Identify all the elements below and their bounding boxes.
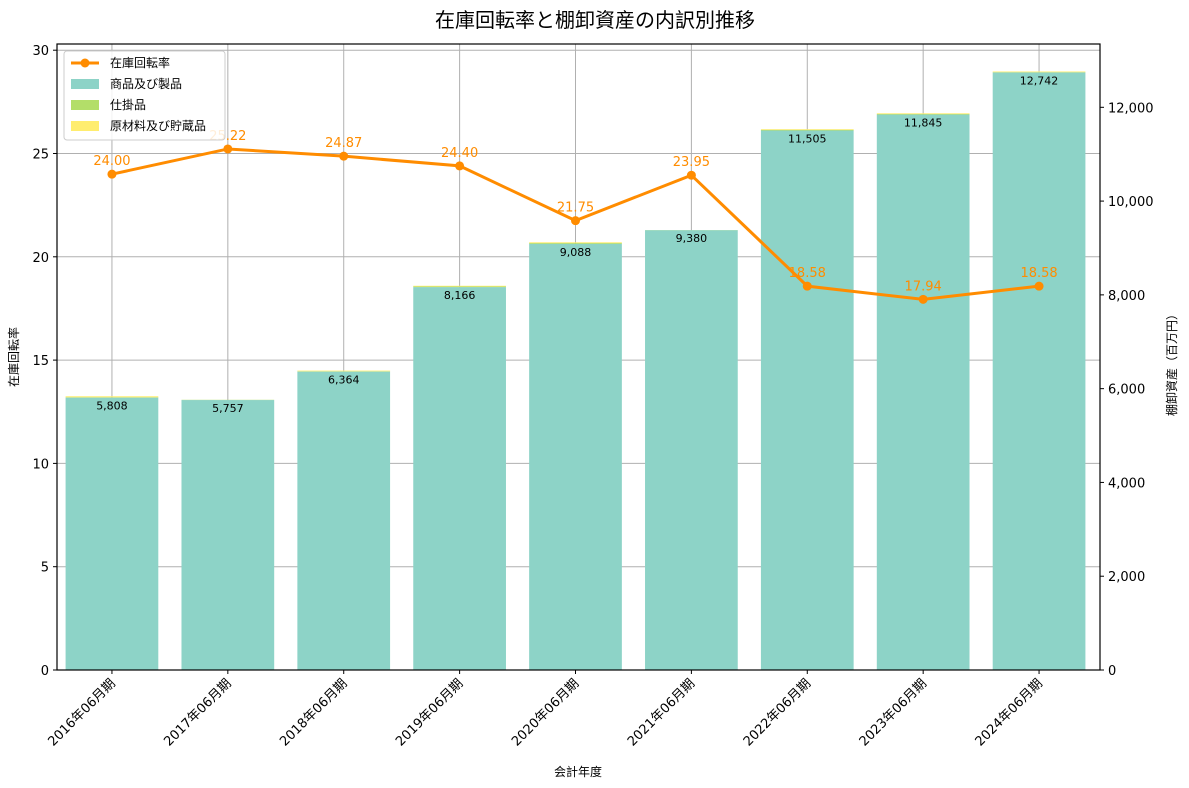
bar-segment xyxy=(876,114,970,670)
bar-segment xyxy=(876,113,970,115)
bar-value-labels: 5,808 5,757 6,364 8,166 9,088 9,380 11,505 11,8… xyxy=(96,75,1058,416)
bar-segment xyxy=(760,130,854,671)
legend-swatch xyxy=(71,100,99,110)
line-value-label: 17.94 xyxy=(905,279,942,294)
bar-value-label: 6,364 xyxy=(328,374,360,387)
bar-segment xyxy=(760,129,854,131)
x-tick-label: 2024年06月期 xyxy=(973,676,1046,749)
bar-segment xyxy=(529,243,622,671)
bar-segment xyxy=(645,230,738,670)
bar-value-label: 5,808 xyxy=(96,400,128,413)
right-y-tick: 12,000 xyxy=(1108,101,1154,116)
bar-value-label: 8,166 xyxy=(444,289,476,302)
left-y-tick: 30 xyxy=(32,44,49,59)
right-y-tick: 8,000 xyxy=(1108,289,1145,304)
left-y-tick: 10 xyxy=(32,457,49,472)
line-marker xyxy=(571,216,580,226)
line-value-label: 18.58 xyxy=(789,266,826,281)
line-marker xyxy=(918,294,928,304)
x-tick-label: 2021年06月期 xyxy=(625,676,698,749)
bar-segment xyxy=(413,286,506,288)
bar-value-label: 9,088 xyxy=(560,246,592,259)
bar-segment xyxy=(65,396,159,398)
left-y-tick: 15 xyxy=(32,354,49,369)
bar-value-label: 11,505 xyxy=(788,133,827,146)
legend-label: 原材料及び貯蔵品 xyxy=(110,119,206,133)
line-value-label: 24.40 xyxy=(441,146,478,161)
line-marker xyxy=(339,151,349,161)
bar-segment xyxy=(65,397,159,670)
bar-segment xyxy=(760,129,854,130)
right-y-tick: 4,000 xyxy=(1108,476,1145,491)
line-marker xyxy=(455,161,465,171)
x-tick-label: 2018年06月期 xyxy=(277,676,350,749)
x-tick-label: 2023年06月期 xyxy=(857,676,930,749)
left-y-tick: 0 xyxy=(41,664,49,679)
x-tick-label: 2016年06月期 xyxy=(45,676,118,749)
x-tick-label: 2022年06月期 xyxy=(741,676,814,749)
bar-segment xyxy=(529,242,622,244)
bar-segment xyxy=(876,114,970,115)
legend-swatch xyxy=(71,121,99,131)
left-y-tick: 5 xyxy=(41,561,49,576)
line-value-label: 24.00 xyxy=(93,154,130,169)
bar-value-label: 9,380 xyxy=(676,232,708,245)
bar-value-label: 5,757 xyxy=(212,402,244,415)
line-value-label: 18.58 xyxy=(1020,266,1057,281)
x-tick-label: 2017年06月期 xyxy=(161,676,234,749)
bar-segment xyxy=(297,371,391,670)
bar-segment xyxy=(529,243,622,244)
line-marker xyxy=(223,144,233,154)
right-y-tick: 0 xyxy=(1108,664,1116,679)
left-y-tick: 25 xyxy=(32,147,49,162)
bar-segment xyxy=(992,72,1086,671)
chart-title: 在庫回転率と棚卸資産の内訳別推移 xyxy=(435,8,755,32)
x-axis-label: 会計年度 xyxy=(554,764,602,779)
left-y-tick: 20 xyxy=(32,251,49,266)
stacked-bars xyxy=(65,71,1086,671)
bar-value-label: 11,845 xyxy=(904,117,943,130)
bar-segment xyxy=(413,287,506,670)
bar-value-label: 12,742 xyxy=(1020,75,1059,88)
bar-segment xyxy=(992,71,1086,73)
line-value-label: 23.95 xyxy=(673,155,710,170)
line-value-label: 24.87 xyxy=(325,136,362,151)
bar-segment xyxy=(297,370,391,372)
line-marker xyxy=(686,170,696,180)
x-tick-label: 2020年06月期 xyxy=(509,676,582,749)
left-y-axis-label: 在庫回転率 xyxy=(6,327,21,387)
line-marker xyxy=(107,169,117,179)
line-value-label: 21.75 xyxy=(557,201,594,216)
right-y-tick: 10,000 xyxy=(1108,195,1154,210)
legend-label: 商品及び製品 xyxy=(110,76,182,91)
line-marker xyxy=(1034,281,1044,291)
line-marker xyxy=(802,281,812,291)
x-tick-label: 2019年06月期 xyxy=(393,676,466,749)
bar-segment xyxy=(413,285,506,287)
bar-segment xyxy=(181,400,275,670)
right-y-tick: 6,000 xyxy=(1108,383,1145,398)
right-y-axis-label: 棚卸資産（百万円） xyxy=(1164,308,1179,416)
legend-swatch xyxy=(71,79,99,89)
legend-label: 仕掛品 xyxy=(110,97,146,112)
right-y-tick: 2,000 xyxy=(1108,570,1145,585)
legend-label: 在庫回転率 xyxy=(110,55,170,70)
